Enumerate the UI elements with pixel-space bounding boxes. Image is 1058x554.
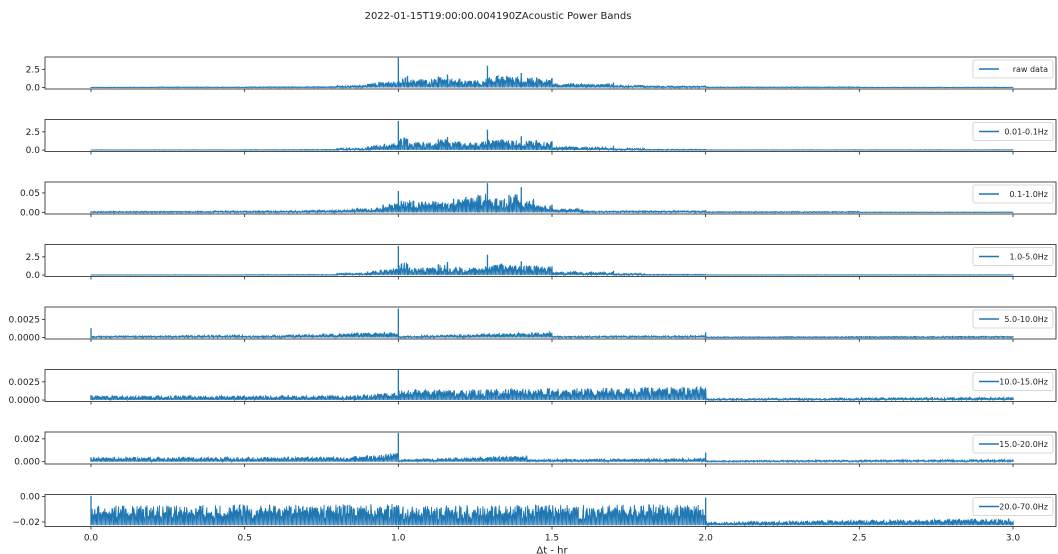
legend-box — [972, 184, 1054, 204]
panel-2: 0.0 2.5 0.01-0.1Hz — [26, 119, 1057, 156]
panel-1: 0.0 2.5 raw data — [26, 56, 1057, 94]
panel-4: 0.0 2.5 1.0-5.0Hz — [26, 244, 1057, 281]
legend-box — [972, 59, 1054, 79]
x-tick-label: 1.5 — [545, 534, 559, 544]
y-tick-label: 0.00 — [20, 492, 40, 502]
y-tick-label: 2.5 — [26, 128, 40, 138]
figure-title: 2022-01-15T19:00:00.004190ZAcoustic Powe… — [365, 11, 632, 22]
panel-8: 0.00 −0.02 20.0-70.0Hz — [12, 492, 1057, 530]
legend: raw data — [972, 59, 1054, 79]
x-tick-label: 0.5 — [238, 534, 252, 544]
panel-frame — [44, 119, 1057, 152]
y-tick-label: 0.0025 — [9, 315, 41, 325]
x-tick-label: 2.5 — [852, 534, 866, 544]
x-tick-label: 0.0 — [84, 534, 99, 544]
y-tick-label: 0.0 — [26, 146, 41, 156]
panel-frame — [44, 494, 1057, 527]
panel-frame — [44, 56, 1057, 90]
panel-frame — [44, 244, 1057, 277]
x-tick-label: 3.0 — [1006, 534, 1021, 544]
legend-box — [972, 372, 1054, 391]
y-tick-label: 0.05 — [20, 189, 40, 199]
y-tick-label: −0.02 — [12, 518, 40, 528]
y-tick-label: 0.00 — [20, 208, 40, 218]
y-tick-label: 2.5 — [26, 253, 40, 263]
panel-frame — [44, 369, 1057, 402]
legend: 10.0-15.0Hz — [972, 372, 1054, 391]
legend-label: 0.01-0.1Hz — [1004, 128, 1048, 137]
x-axis-label: Δt - hr — [536, 546, 568, 554]
legend-box — [972, 497, 1054, 516]
y-tick-label: 2.5 — [26, 65, 40, 75]
signal-line — [90, 452, 1014, 464]
panel-frame — [44, 431, 1057, 465]
legend-box — [972, 122, 1054, 141]
legend: 0.1-1.0Hz — [972, 184, 1054, 204]
x-axis: 0.0 0.5 1.0 1.5 2.0 2.5 3.0 — [84, 534, 1021, 544]
legend-label: 5.0-10.0Hz — [1004, 315, 1048, 324]
legend-box — [972, 247, 1054, 266]
legend-label: 20.0-70.0Hz — [999, 503, 1048, 512]
legend-label: raw data — [1013, 65, 1048, 74]
panel-7: 0.000 0.002 15.0-20.0Hz — [14, 431, 1057, 468]
legend: 5.0-10.0Hz — [972, 309, 1054, 329]
legend-label: 10.0-15.0Hz — [999, 378, 1048, 387]
y-tick-label: 0.0000 — [9, 334, 41, 344]
panel-5: 0.0000 0.0025 5.0-10.0Hz — [9, 306, 1057, 344]
x-tick-label: 1.0 — [391, 534, 406, 544]
legend-label: 15.0-20.0Hz — [999, 440, 1048, 449]
y-tick-label: 0.0 — [26, 271, 41, 281]
legend-label: 1.0-5.0Hz — [1009, 253, 1048, 262]
y-tick-label: 0.0 — [26, 84, 41, 94]
signal-line — [90, 503, 1014, 527]
signal-line — [90, 385, 1014, 402]
y-tick-label: 0.002 — [14, 435, 40, 445]
y-tick-label: 0.0025 — [9, 378, 41, 388]
legend: 0.01-0.1Hz — [972, 122, 1054, 141]
legend-box — [972, 434, 1054, 454]
legend: 20.0-70.0Hz — [972, 497, 1054, 516]
legend: 15.0-20.0Hz — [972, 434, 1054, 454]
legend-box — [972, 309, 1054, 329]
y-tick-label: 0.000 — [14, 458, 40, 468]
panel-6: 0.0000 0.0025 10.0-15.0Hz — [9, 369, 1057, 406]
panel-3: 0.00 0.05 0.1-1.0Hz — [20, 181, 1057, 218]
panel-frame — [44, 306, 1057, 340]
y-tick-label: 0.0000 — [9, 396, 41, 406]
panel-frame — [44, 181, 1057, 215]
legend-label: 0.1-1.0Hz — [1009, 190, 1048, 199]
x-tick-label: 2.0 — [699, 534, 714, 544]
legend: 1.0-5.0Hz — [972, 247, 1054, 266]
